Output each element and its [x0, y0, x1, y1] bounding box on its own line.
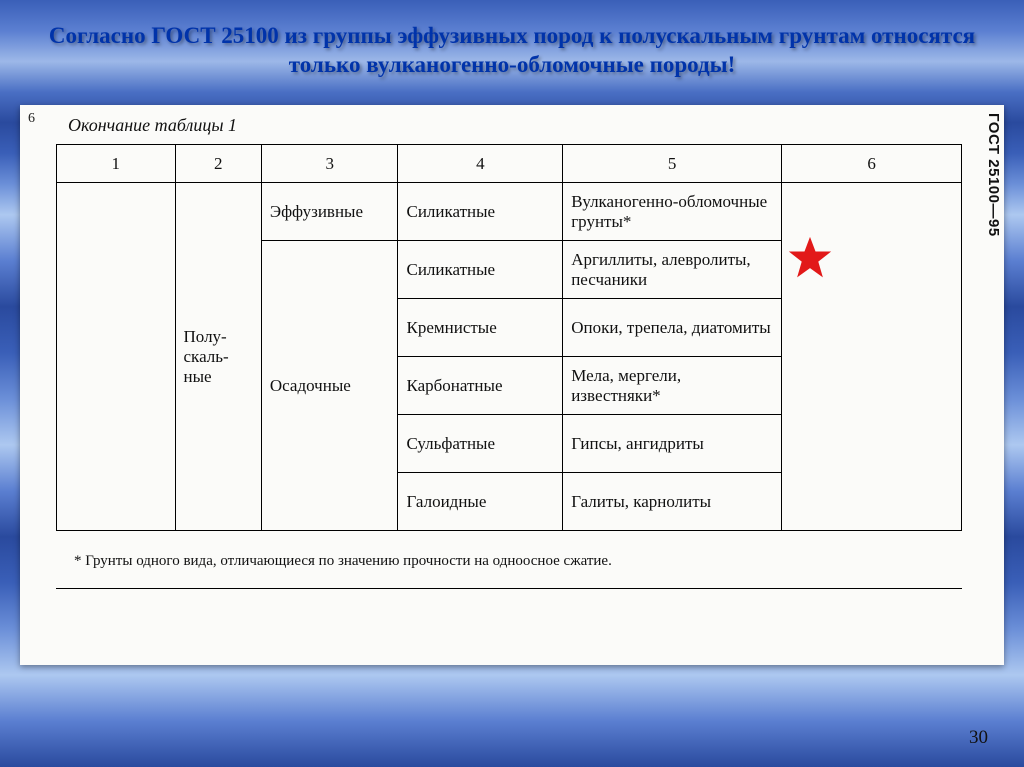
corner-page-num: 6 — [28, 111, 35, 127]
cell-col1 — [57, 183, 176, 531]
table-header-row: 1 2 3 4 5 6 — [57, 145, 962, 183]
cell-col4: Сульфатные — [398, 415, 563, 473]
col-2: 2 — [175, 145, 261, 183]
star-icon — [787, 235, 833, 281]
cell-col3-span: Осадочные — [261, 241, 398, 531]
col-1: 1 — [57, 145, 176, 183]
cell-col4: Силикатные — [398, 241, 563, 299]
cell-col5: Аргиллиты, алевролиты, песчаники — [563, 241, 782, 299]
cell-col2: Полу-скаль-ные — [175, 183, 261, 531]
cell-col5: Мела, мергели, известняки* — [563, 357, 782, 415]
cell-col5: Опоки, трепела, диатомиты — [563, 299, 782, 357]
cell-col4: Галоидные — [398, 473, 563, 531]
gost-side-label: ГОСТ 25100—95 — [985, 113, 1002, 237]
footnote: * Грунты одного вида, отличающиеся по зн… — [74, 553, 986, 570]
cell-col5: Галиты, карнолиты — [563, 473, 782, 531]
col-5: 5 — [563, 145, 782, 183]
cell-col5: Гипсы, ангидриты — [563, 415, 782, 473]
slide-title: Согласно ГОСТ 25100 из группы эффузивных… — [0, 0, 1024, 90]
bottom-rule — [56, 588, 962, 589]
table-caption: Окончание таблицы 1 — [68, 115, 986, 136]
gost-table: 1 2 3 4 5 6 Полу-скаль-ные Эффузивные Си… — [56, 144, 962, 531]
cell-col3: Эффузивные — [261, 183, 398, 241]
page-number: 30 — [969, 727, 988, 749]
cell-col5: Вулканогенно-обломочные грунты* — [563, 183, 782, 241]
table-row: Полу-скаль-ные Эффузивные Силикатные Вул… — [57, 183, 962, 241]
document-paper: 6 ГОСТ 25100—95 Окончание таблицы 1 1 2 … — [20, 105, 1004, 665]
cell-col4: Кремнистые — [398, 299, 563, 357]
star-shape — [789, 237, 831, 277]
col-6: 6 — [782, 145, 962, 183]
cell-col4: Карбонатные — [398, 357, 563, 415]
col-3: 3 — [261, 145, 398, 183]
cell-col4: Силикатные — [398, 183, 563, 241]
col-4: 4 — [398, 145, 563, 183]
